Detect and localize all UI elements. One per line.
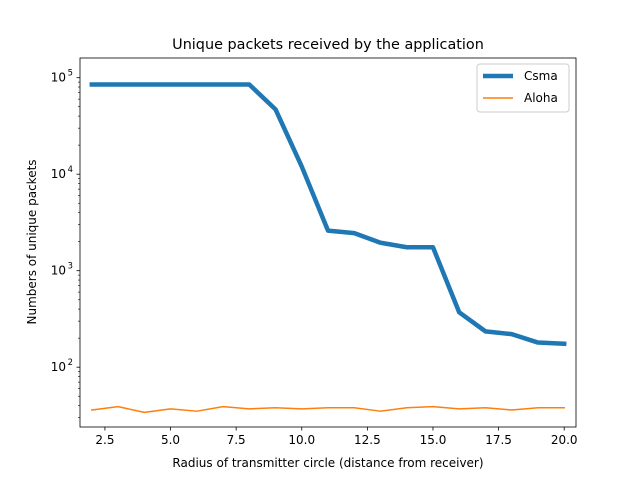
y-tick-label: 10 — [51, 360, 66, 374]
x-tick-label: 20.0 — [551, 433, 578, 447]
chart-title: Unique packets received by the applicati… — [172, 37, 484, 53]
x-axis-ticks: 2.5 5.0 7.5 10.0 12.5 15.0 17.5 20.0 — [95, 427, 578, 447]
x-tick-label: 12.5 — [354, 433, 381, 447]
legend-entries: Csma Aloha — [483, 69, 558, 105]
legend-label-csma: Csma — [524, 69, 558, 83]
x-tick-label: 10.0 — [288, 433, 315, 447]
x-tick-label: 17.5 — [485, 433, 512, 447]
y-tick-exponent: 5 — [68, 68, 73, 78]
y-tick-label: 10 — [51, 264, 66, 278]
legend: Csma Aloha — [476, 63, 570, 113]
y-tick-exponent: 2 — [68, 357, 73, 367]
plot-area-frame — [79, 57, 577, 428]
y-axis-label: Numbers of unique packets — [25, 159, 39, 324]
y-tick-exponent: 3 — [68, 261, 73, 271]
legend-label-aloha: Aloha — [524, 91, 558, 105]
series-line-aloha — [90, 405, 565, 414]
series-line-csma — [89, 82, 567, 347]
y-tick-exponent: 4 — [68, 164, 73, 174]
x-tick-label: 2.5 — [95, 433, 114, 447]
y-tick-label: 10 — [51, 167, 66, 181]
x-tick-label: 15.0 — [420, 433, 447, 447]
y-tick-label: 10 — [51, 71, 66, 85]
x-axis-label: Radius of transmitter circle (distance f… — [172, 456, 483, 470]
x-tick-label: 5.0 — [161, 433, 180, 447]
series-lines — [89, 82, 567, 414]
x-tick-label: 7.5 — [227, 433, 246, 447]
